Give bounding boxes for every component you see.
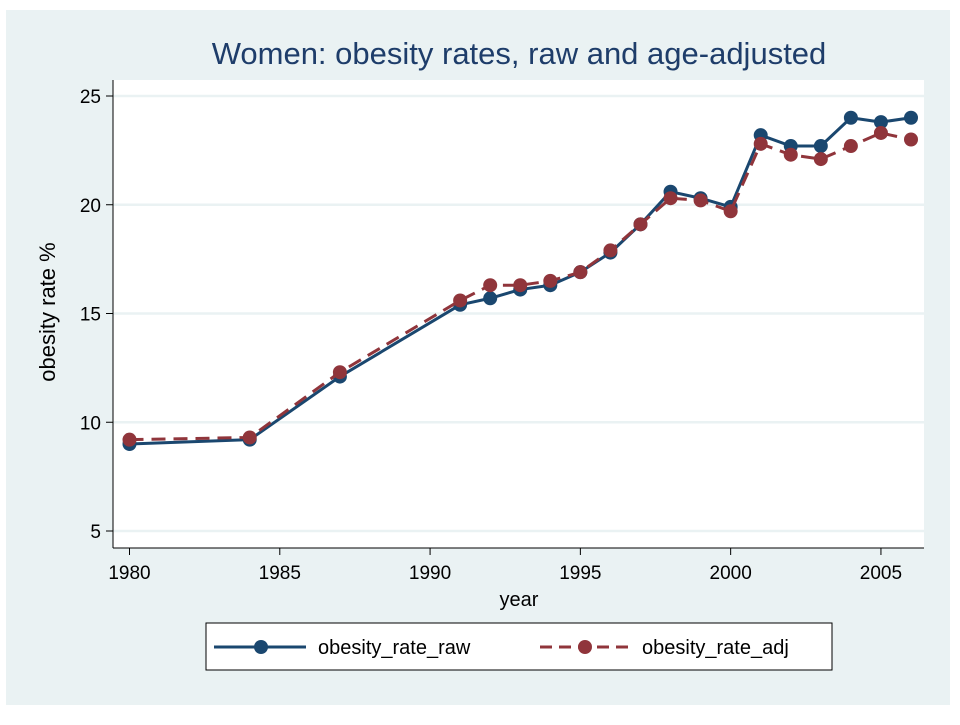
data-point [904, 110, 918, 125]
data-point [483, 291, 498, 306]
data-point [633, 217, 648, 232]
y-tick-label: 25 [80, 87, 101, 108]
data-point [813, 152, 828, 167]
legend-adj-marker [578, 640, 592, 654]
legend-adj-label: obesity_rate_adj [642, 637, 789, 659]
data-point [783, 147, 798, 162]
x-tick-label: 1995 [559, 563, 601, 584]
gridlines [113, 94, 924, 533]
data-point [242, 430, 257, 445]
data-point [873, 115, 888, 130]
y-axis-label: obesity rate % [35, 242, 60, 381]
y-tick-label: 5 [90, 522, 101, 543]
legend-raw-label: obesity_rate_raw [318, 637, 471, 659]
series-obesity_rate_adj [122, 125, 918, 447]
y-tick-label: 20 [80, 196, 101, 217]
chart-title: Women: obesity rates, raw and age-adjust… [212, 36, 827, 71]
y-tick-label: 15 [80, 305, 101, 326]
data-point [122, 432, 137, 447]
data-point [513, 278, 528, 293]
data-point [904, 132, 918, 147]
legend: obesity_rate_raw obesity_rate_adj [205, 622, 833, 671]
data-point [813, 139, 828, 154]
x-tick-label: 1980 [108, 563, 150, 584]
x-axis-label: year [500, 589, 539, 611]
data-point [453, 293, 468, 308]
legend-raw-marker [254, 640, 268, 654]
x-tick-label: 1985 [259, 563, 301, 584]
x-tick-label: 1990 [409, 563, 451, 584]
data-point [483, 278, 498, 293]
data-point [573, 265, 588, 280]
x-tick-label: 2005 [860, 563, 902, 584]
data-point [843, 139, 858, 154]
y-axis-ticks: 5 10 15 20 25 [80, 87, 113, 543]
legend-box [205, 622, 833, 671]
data-point [332, 365, 347, 380]
data-point [873, 125, 888, 140]
data-point [843, 110, 858, 125]
data-point [603, 243, 618, 258]
x-axis-ticks: 1980 1985 1990 1995 2000 2005 [108, 548, 902, 584]
data-point [753, 136, 768, 151]
x-tick-label: 2000 [710, 563, 752, 584]
y-tick-label: 10 [80, 413, 101, 434]
data-point [543, 273, 558, 288]
series-layer [122, 110, 918, 451]
data-point [723, 204, 738, 219]
data-point [663, 191, 678, 206]
data-point [693, 193, 708, 208]
